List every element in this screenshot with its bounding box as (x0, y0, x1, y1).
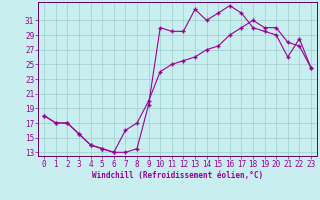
X-axis label: Windchill (Refroidissement éolien,°C): Windchill (Refroidissement éolien,°C) (92, 171, 263, 180)
